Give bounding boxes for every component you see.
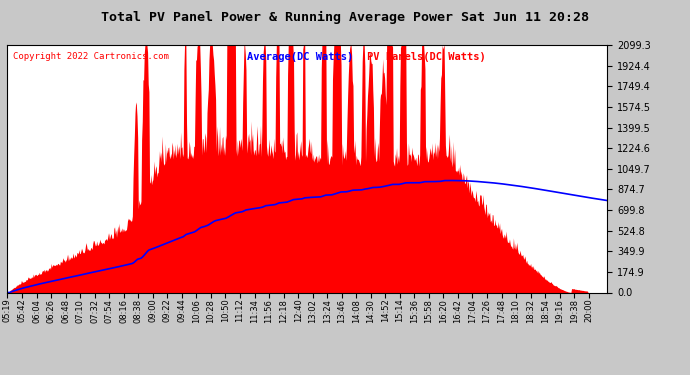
Text: Total PV Panel Power & Running Average Power Sat Jun 11 20:28: Total PV Panel Power & Running Average P… xyxy=(101,11,589,24)
Text: Copyright 2022 Cartronics.com: Copyright 2022 Cartronics.com xyxy=(13,53,169,62)
Text: PV Panels(DC Watts): PV Panels(DC Watts) xyxy=(367,53,486,62)
Text: Average(DC Watts): Average(DC Watts) xyxy=(247,53,353,62)
